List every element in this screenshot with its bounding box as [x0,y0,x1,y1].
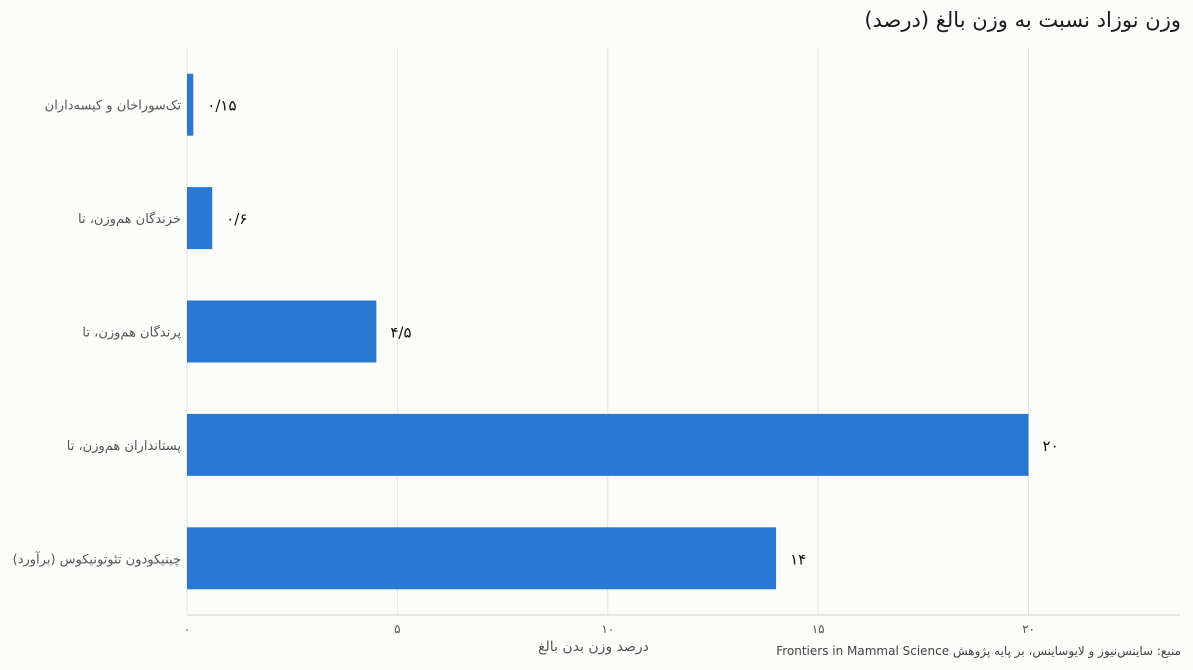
x-tick-label: ۵ [394,622,400,636]
category-label: چینیکودون تئوتونیکوس (برآورد) [13,550,181,567]
category-label: پستانداران هم‌وزن، تا [67,439,182,454]
bar [187,527,777,590]
source-note: منبع: ساینس‌نیوز و لایوساینس، بر پایه پژ… [776,644,1181,658]
data-label: ۱۴ [790,550,806,568]
data-label: ۰/۶ [226,210,247,228]
data-label: ۲۰ [1043,437,1059,455]
bars [187,73,1029,590]
bar [187,413,1029,476]
grid-lines [186,48,1030,615]
x-tick-label: ۰ [184,622,190,636]
bar [187,300,377,363]
x-tick-label: ۲۰ [1022,622,1035,636]
category-labels: تک‌سوراخان و کیسه‌داران خزندگان هم‌وزن، ت… [13,99,182,568]
x-axis-label: درصد وزن بدن بالغ [538,639,649,655]
bar [187,73,194,136]
category-label: خزندگان هم‌وزن، تا [78,211,181,227]
x-tick-label: ۱۵ [812,622,825,636]
data-labels: ۰/۱۵ ۰/۶ ۴/۵ ۲۰ ۱۴ [207,97,1058,569]
x-tick-labels: ۰ ۵ ۱۰ ۱۵ ۲۰ [184,622,1035,636]
category-label: پرندگان هم‌وزن، تا [82,325,181,341]
chart-title: وزن نوزاد نسبت به وزن بالغ (درصد) [864,8,1181,32]
category-label: تک‌سوراخان و کیسه‌داران [45,99,182,114]
bar [187,187,213,250]
data-label: ۴/۵ [390,324,411,342]
x-tick-label: ۱۰ [601,622,614,636]
data-label: ۰/۱۵ [207,97,236,115]
